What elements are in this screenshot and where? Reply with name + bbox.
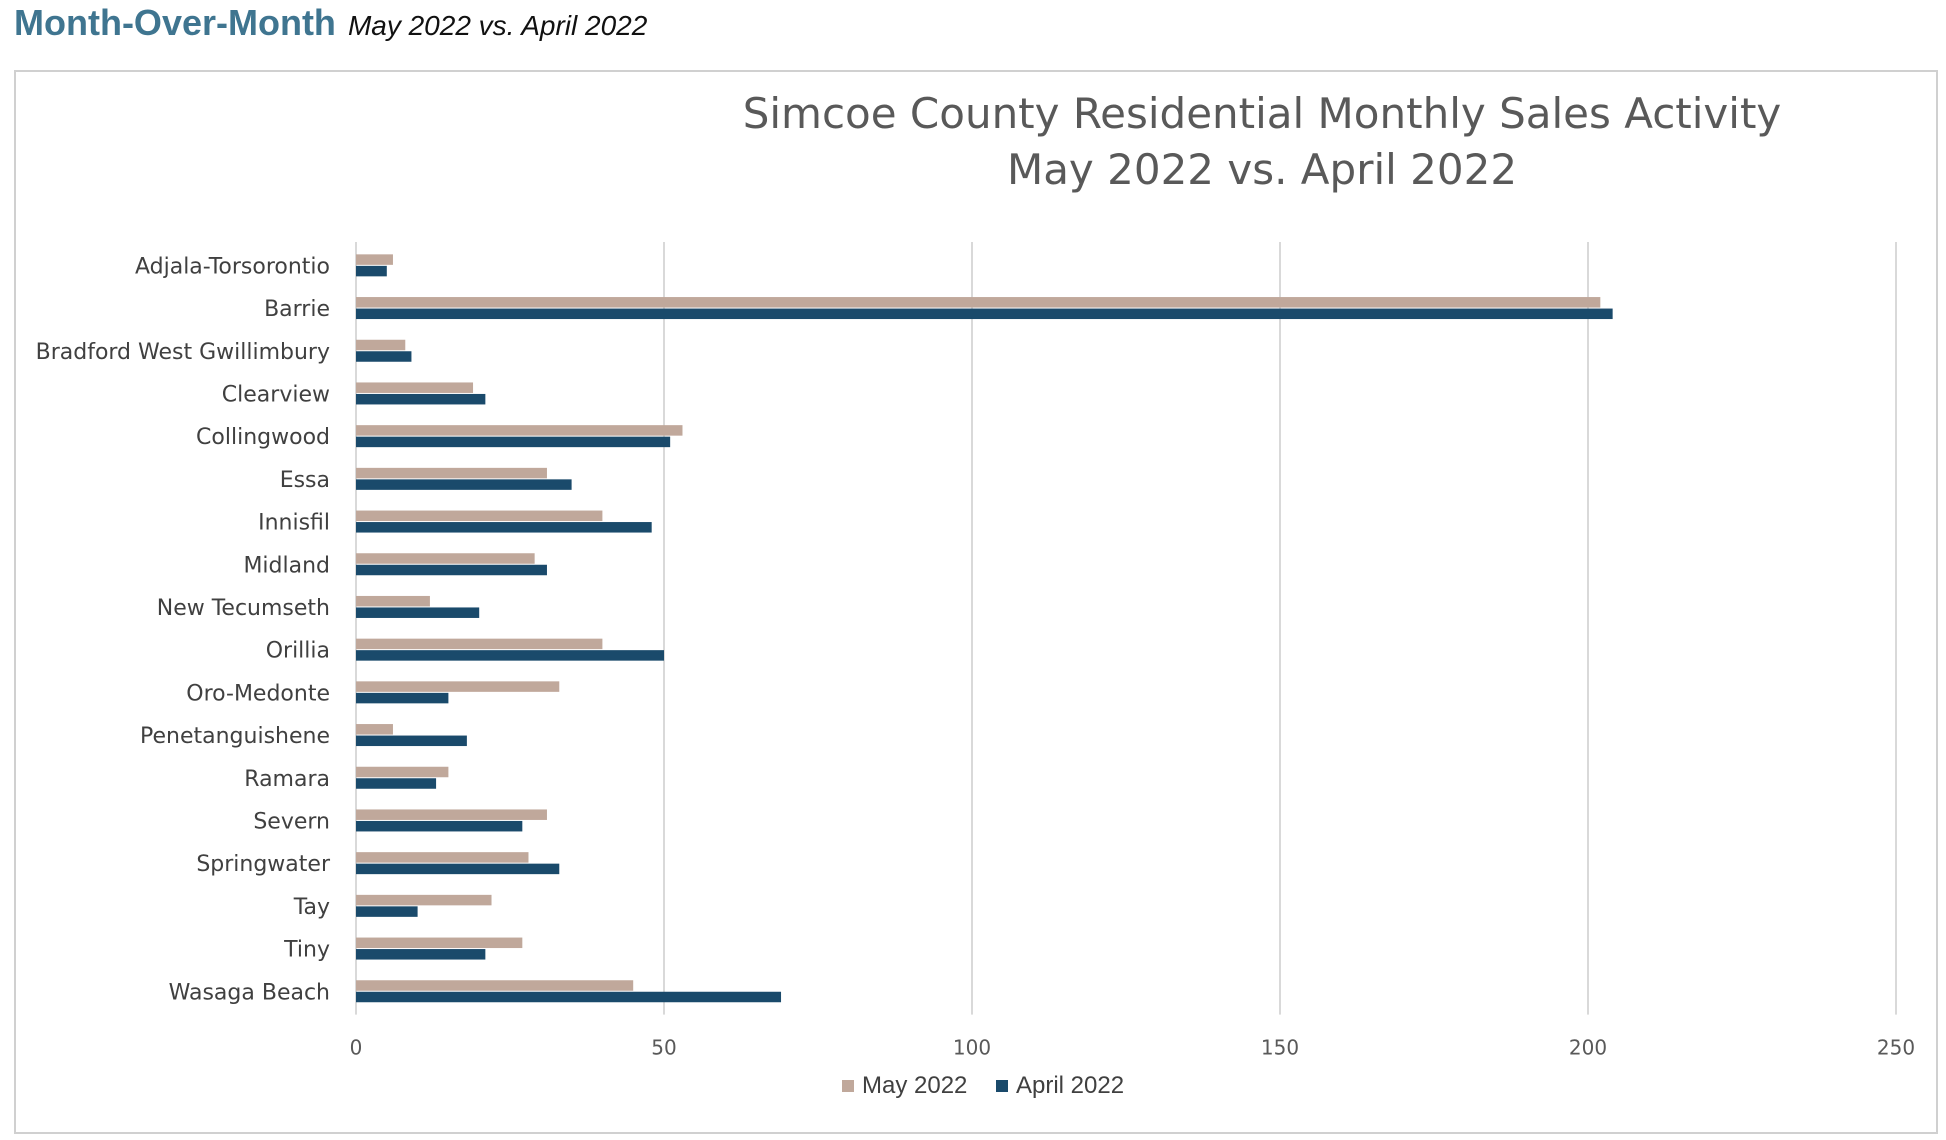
category-label: Wasaga Beach <box>169 980 330 1005</box>
bar-may <box>356 553 535 564</box>
header-subtitle: May 2022 vs. April 2022 <box>347 10 648 41</box>
bar-april <box>356 393 486 405</box>
bar-may <box>356 595 430 607</box>
bar-may <box>356 339 406 351</box>
x-tick-label: 150 <box>1261 1036 1299 1060</box>
bar-chart: Simcoe County Residential Monthly Sales … <box>36 89 1915 1099</box>
bar-april <box>356 863 560 875</box>
category-label: Collingwood <box>196 425 330 450</box>
category-label: Midland <box>243 553 330 578</box>
bar-april <box>356 949 486 960</box>
bar-may <box>356 980 634 991</box>
bar-april <box>356 522 652 533</box>
chart-title: Simcoe County Residential Monthly Sales … <box>743 89 1782 138</box>
x-tick-label: 200 <box>1569 1036 1607 1060</box>
bar-april <box>356 436 671 448</box>
x-tick-label: 0 <box>350 1036 363 1060</box>
category-label: Innisfil <box>258 511 330 536</box>
category-label: Penetanguishene <box>140 724 330 749</box>
category-label: Tay <box>293 895 330 920</box>
x-tick-label: 100 <box>953 1036 991 1060</box>
category-label: Springwater <box>196 852 331 877</box>
bar-april <box>356 906 418 917</box>
bar-april <box>356 692 449 704</box>
bar-may <box>356 467 547 479</box>
bar-april <box>356 778 437 789</box>
legend: May 2022 April 2022 <box>842 1072 1124 1099</box>
chart-frame: Simcoe County Residential Monthly Sales … <box>14 70 1938 1134</box>
category-label: Oro-Medonte <box>186 681 330 706</box>
page-header: Month-Over-Month May 2022 vs. April 2022 <box>14 2 647 50</box>
bar-may <box>356 724 393 735</box>
x-tick-labels: 0 50 100 150 200 250 <box>350 1036 1915 1060</box>
bar-may <box>356 894 492 906</box>
bar-april <box>356 735 467 747</box>
bar-april <box>356 564 547 576</box>
header-title: Month-Over-Month <box>14 2 336 43</box>
bar-may <box>356 937 523 949</box>
bar-may <box>356 254 393 265</box>
bar-may <box>356 852 529 863</box>
bars <box>356 254 1613 1003</box>
category-label: Adjala-Torsorontio <box>135 254 330 279</box>
bar-april <box>356 351 412 362</box>
gridlines <box>355 242 1897 1015</box>
category-label: Severn <box>253 809 330 834</box>
x-tick-label: 50 <box>651 1036 676 1060</box>
legend-label: May 2022 <box>862 1072 967 1099</box>
category-label: Orillia <box>266 639 330 664</box>
category-labels: Adjala-Torsorontio Barrie Bradford West Gw… <box>36 254 331 1005</box>
bar-may <box>356 681 560 692</box>
x-tick-label: 250 <box>1877 1036 1915 1060</box>
bar-april <box>356 265 387 277</box>
chart-subtitle: May 2022 vs. April 2022 <box>1007 145 1517 194</box>
bar-may <box>356 382 474 393</box>
legend-swatch <box>996 1080 1008 1092</box>
bar-april <box>356 607 480 618</box>
legend-swatch <box>842 1080 854 1092</box>
category-label: New Tecumseth <box>157 596 330 621</box>
bar-april <box>356 650 664 661</box>
bar-may <box>356 425 683 436</box>
category-label: Tiny <box>283 938 330 963</box>
category-label: Bradford West Gwillimbury <box>36 340 330 365</box>
bar-april <box>356 991 782 1003</box>
bar-may <box>356 510 603 522</box>
category-label: Essa <box>280 468 330 493</box>
bar-april <box>356 479 572 490</box>
bar-may <box>356 638 603 650</box>
legend-label: April 2022 <box>1016 1072 1124 1099</box>
category-label: Ramara <box>244 767 330 792</box>
bar-april <box>356 308 1613 320</box>
bar-may <box>356 297 1601 308</box>
bar-may <box>356 766 449 778</box>
category-label: Barrie <box>264 297 330 322</box>
category-label: Clearview <box>222 382 330 407</box>
bar-april <box>356 820 523 832</box>
bar-may <box>356 809 547 820</box>
